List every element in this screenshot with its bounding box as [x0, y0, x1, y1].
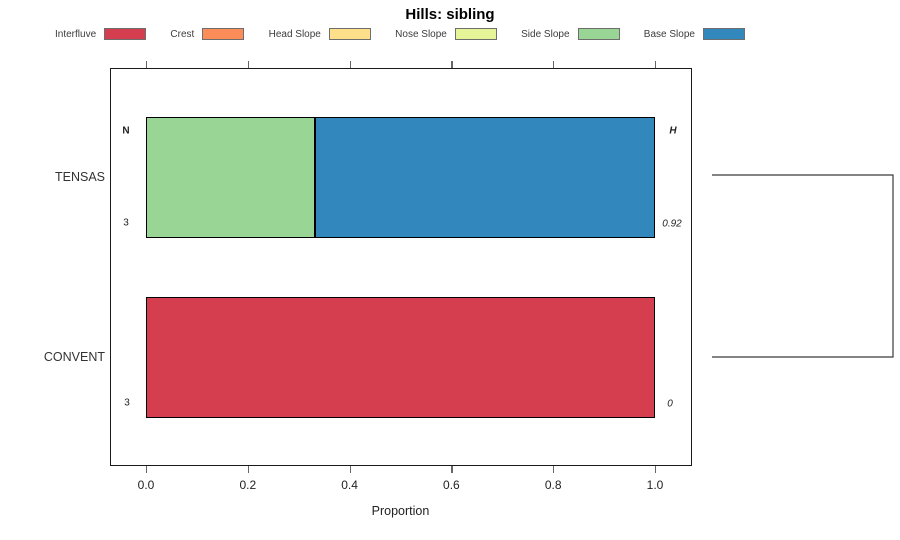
legend-label: Base Slope [643, 28, 695, 40]
legend: Interfluve Crest Head Slope Nose Slope Side … [55, 26, 745, 42]
x-tick-top [655, 61, 657, 68]
legend-item-nose-slope: Nose Slope [395, 28, 497, 40]
x-tick-label: 0.0 [137, 478, 155, 492]
x-tick-label: 0.2 [239, 478, 257, 492]
legend-swatch [328, 28, 371, 40]
annotation-h-value-convent: 0 [667, 398, 673, 410]
annotation-h-header: H [669, 125, 677, 137]
bar-segment-tensas-side-slope [146, 117, 316, 238]
legend-label: Interfluve [55, 28, 97, 40]
x-tick-bottom [349, 466, 351, 473]
x-tick-top [146, 61, 148, 68]
annotation-n-value-tensas: 3 [123, 217, 129, 229]
chart-title: Hills: sibling [405, 6, 495, 23]
bar-segment-tensas-base-slope [315, 117, 655, 238]
x-tick-label: 0.4 [341, 478, 358, 492]
legend-label: Side Slope [521, 28, 570, 40]
x-tick-label: 0.6 [443, 478, 460, 492]
legend-label: Crest [170, 28, 195, 40]
legend-item-head-slope: Head Slope [269, 28, 371, 40]
annotation-n-header: N [122, 125, 130, 137]
x-tick-bottom [655, 466, 657, 473]
x-tick-top [451, 61, 453, 68]
legend-item-crest: Crest [170, 28, 245, 40]
y-category-label-tensas: TENSAS [54, 170, 105, 184]
legend-swatch [202, 28, 245, 40]
annotation-h-value-tensas: 0.92 [662, 218, 682, 230]
legend-item-base-slope: Base Slope [644, 28, 745, 40]
x-tick-bottom [146, 466, 148, 473]
legend-item-interfluve: Interfluve [55, 28, 147, 40]
x-axis-title: Proportion [371, 504, 430, 518]
legend-swatch [104, 28, 147, 40]
legend-item-side-slope: Side Slope [521, 28, 620, 40]
y-category-label-convent: CONVENT [43, 350, 105, 364]
legend-swatch [577, 28, 620, 40]
legend-swatch [454, 28, 497, 40]
annotation-n-value-convent: 3 [124, 397, 130, 409]
x-tick-bottom [553, 466, 555, 473]
x-tick-bottom [247, 466, 249, 473]
legend-label: Head Slope [268, 28, 321, 40]
bar-segment-convent-interfluve [146, 297, 655, 418]
x-tick-top [553, 61, 555, 68]
x-tick-top [349, 61, 351, 68]
legend-label: Nose Slope [395, 28, 447, 40]
legend-swatch [702, 28, 745, 40]
dendrogram-bracket [712, 174, 894, 358]
x-tick-label: 1.0 [646, 478, 664, 492]
x-tick-label: 0.8 [544, 478, 562, 492]
x-tick-bottom [451, 466, 453, 473]
x-tick-top [247, 61, 249, 68]
